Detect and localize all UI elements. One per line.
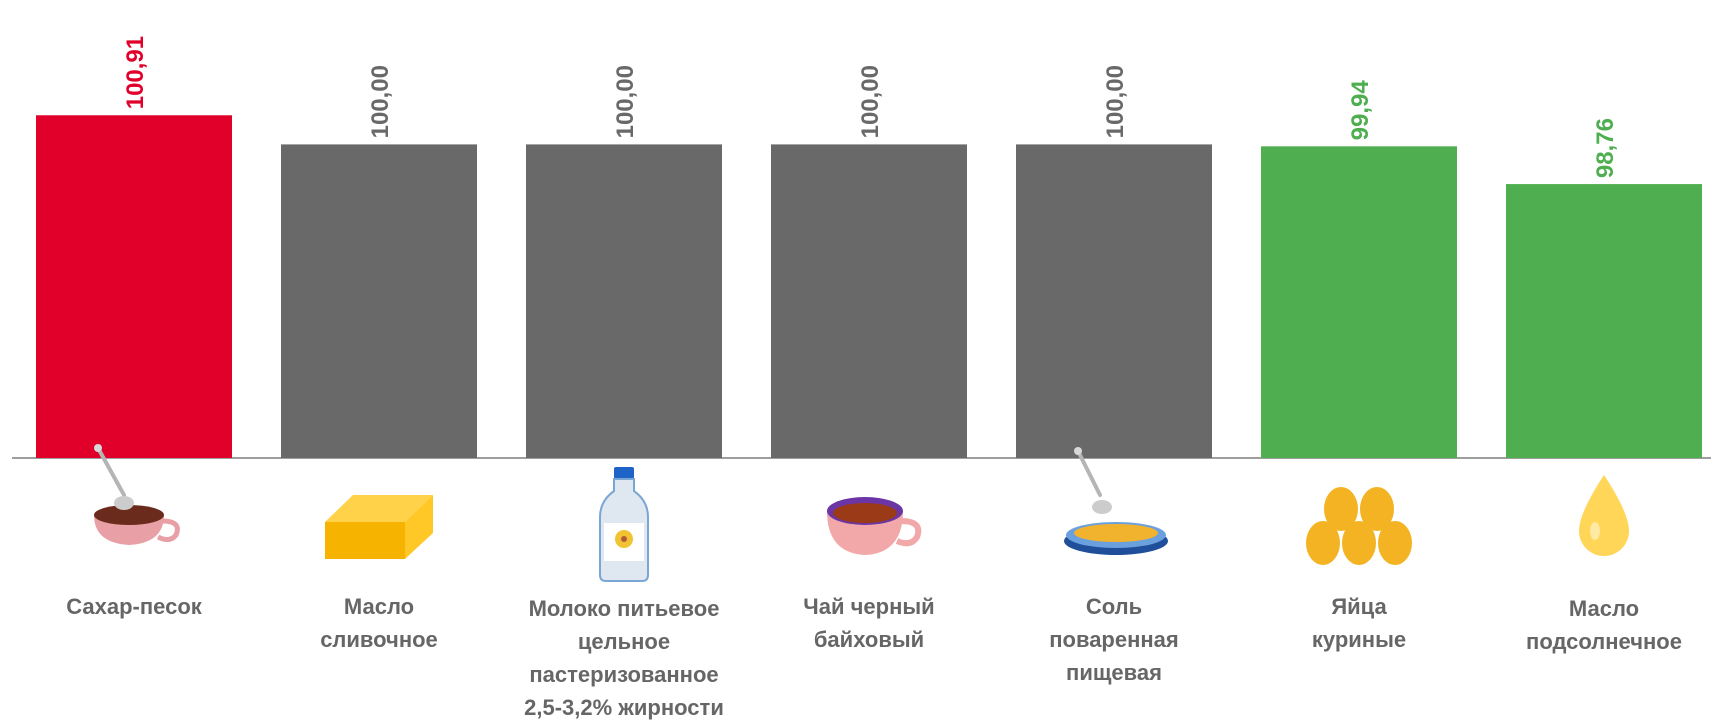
category-label-line: Масло [343, 594, 415, 619]
category-label-line: байховый [813, 627, 925, 652]
category-label-line: пастеризованное [529, 662, 719, 687]
category-label: Сахар-песок [24, 590, 244, 623]
category-label: Молоко питьевое цельное пастеризованное 2,5… [514, 592, 734, 724]
milk-bottle-icon [599, 467, 649, 582]
bar [281, 144, 477, 458]
value-label: 98,76 [1592, 118, 1619, 178]
tea-cup-icon [827, 497, 922, 555]
category-label: Масло подсолнечное [1494, 592, 1711, 658]
category-label-line: подсолнечное [1526, 629, 1682, 654]
category-label: Масло сливочное [269, 590, 489, 656]
butter-icon [325, 495, 433, 559]
value-label: 100,00 [1102, 65, 1129, 138]
bar [36, 115, 232, 458]
category-label-line: Молоко питьевое [528, 596, 720, 621]
category-label-line: Соль [1085, 594, 1143, 619]
category-label: Чай черный байховый [759, 590, 979, 656]
category-label: Соль поваренная пищевая [1004, 590, 1224, 689]
bar [1016, 144, 1212, 458]
salt-plate-icon [1064, 447, 1168, 555]
value-label: 100,00 [612, 65, 639, 138]
bar [1506, 184, 1702, 458]
value-label: 100,91 [122, 36, 149, 109]
category-label-line: цельное [577, 629, 671, 654]
bar [1261, 146, 1457, 458]
sugar-cup-icon [94, 444, 180, 545]
category-label-line: 2,5-3,2% жирности [524, 695, 724, 720]
category-label-line: пищевая [1066, 660, 1162, 685]
value-label: 100,00 [857, 65, 884, 138]
oil-drop-icon [1579, 475, 1629, 556]
eggs-icon [1306, 487, 1412, 565]
category-label-line: сливочное [320, 627, 438, 652]
category-label-line: Яйца [1331, 594, 1387, 619]
bar [771, 144, 967, 458]
category-label-line: Масло [1568, 596, 1640, 621]
bar [526, 144, 722, 458]
value-label: 99,94 [1347, 80, 1374, 141]
category-label-line: поваренная [1049, 627, 1179, 652]
category-label: Яйца куриные [1249, 590, 1469, 656]
category-label-line: куриные [1311, 627, 1407, 652]
category-label-line: Сахар-песок [66, 594, 202, 619]
category-label-line: Чай черный [803, 594, 935, 619]
value-label: 100,00 [367, 65, 394, 138]
